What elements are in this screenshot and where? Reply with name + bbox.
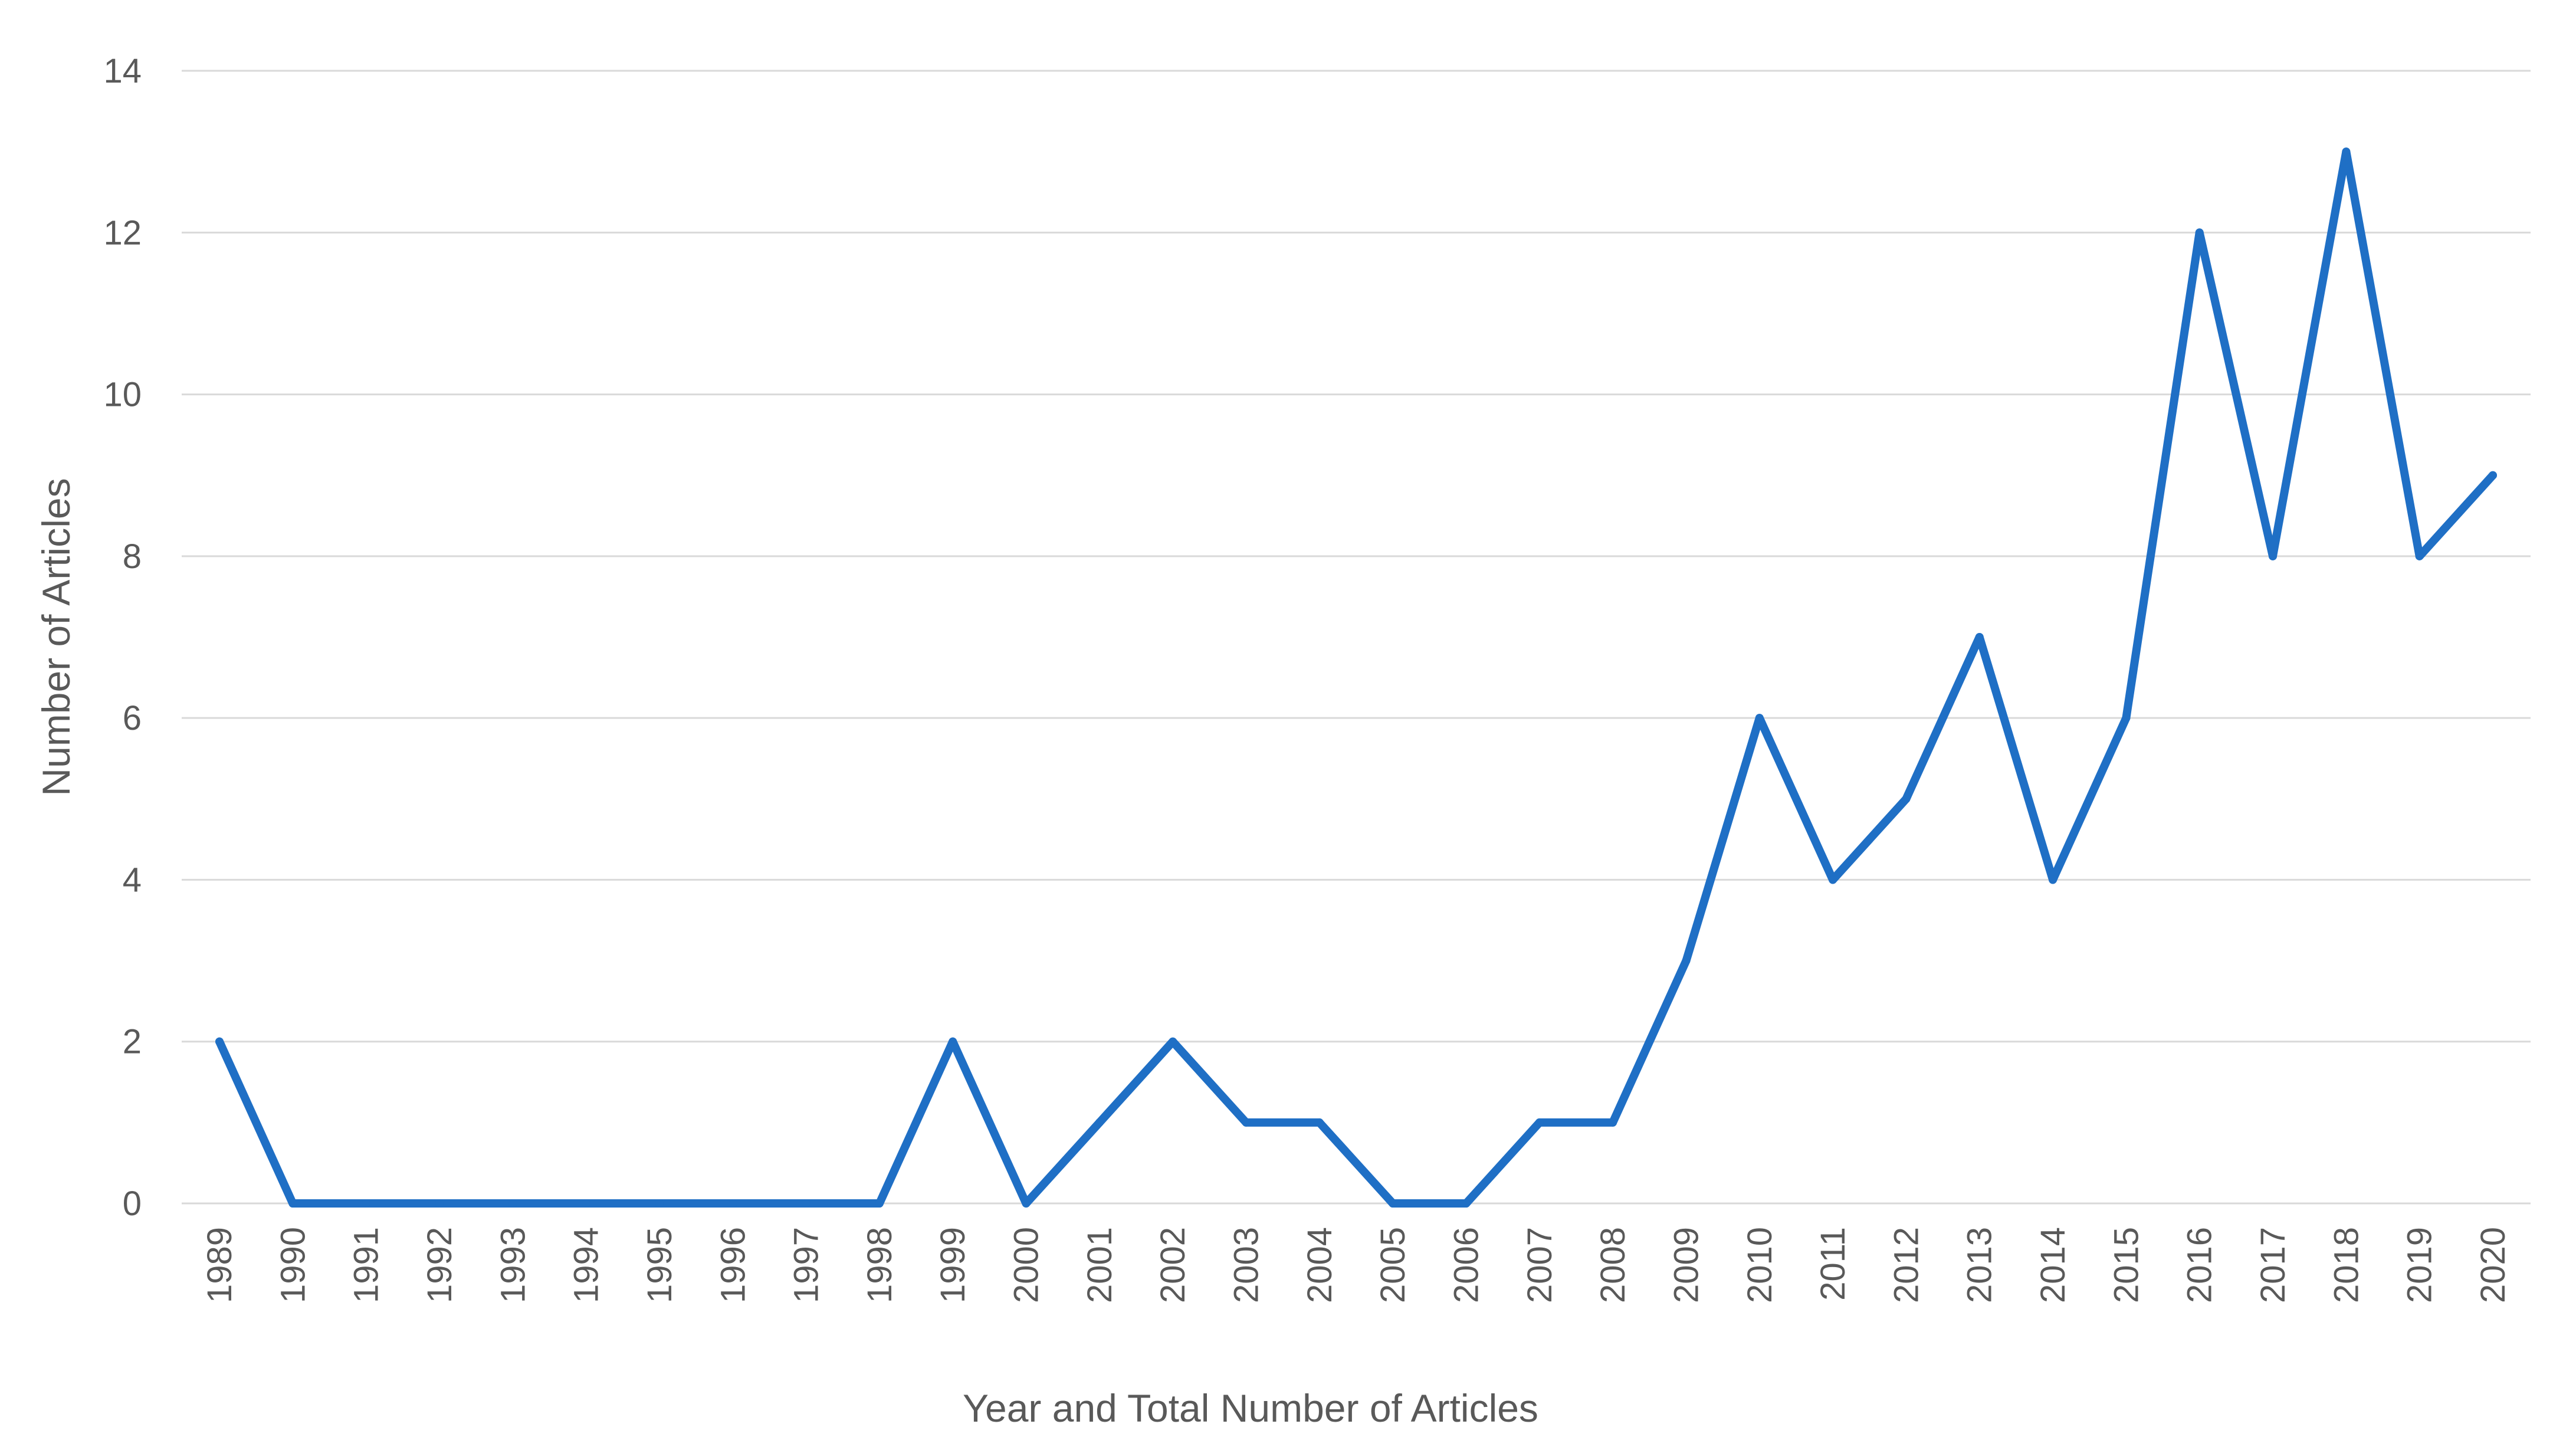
x-tick-label: 2019 (2401, 1227, 2439, 1303)
x-tick-label: 2016 (2181, 1227, 2219, 1303)
data-point (2122, 714, 2131, 723)
data-point (949, 1037, 957, 1046)
data-point (1755, 714, 1764, 723)
data-point (1902, 795, 1911, 803)
x-tick-label: 2001 (1081, 1227, 1119, 1303)
x-tick-label: 1998 (861, 1227, 899, 1303)
data-point (1535, 1118, 1544, 1127)
data-point (1462, 1199, 1471, 1208)
data-point (1095, 1118, 1104, 1127)
data-point (1022, 1199, 1031, 1208)
series-layer (215, 147, 2497, 1208)
x-tick-label: 2011 (1814, 1227, 1852, 1301)
y-tick-label: 2 (123, 1023, 142, 1061)
data-point (875, 1199, 884, 1208)
data-point (1609, 1118, 1617, 1127)
x-tick-label: 2018 (2327, 1227, 2365, 1303)
x-tick-label: 1999 (934, 1227, 972, 1303)
y-tick-label: 0 (123, 1185, 142, 1223)
data-point (288, 1199, 297, 1208)
data-point (802, 1199, 810, 1208)
x-tick-label: 2014 (2034, 1227, 2072, 1303)
x-tick-label: 1993 (494, 1227, 532, 1303)
gridlines (182, 70, 2531, 1205)
x-axis-ticks: 1989 1990 1991 1992 1993 1994 1995 1996 1997 1998… (201, 1227, 2512, 1303)
data-point (1682, 956, 1691, 965)
y-axis-ticks: 0 2 4 6 8 10 12 14 (103, 52, 142, 1223)
x-tick-label: 2012 (1887, 1227, 1925, 1303)
x-tick-label: 2007 (1521, 1227, 1559, 1303)
x-tick-label: 1996 (714, 1227, 752, 1303)
y-tick-label: 8 (123, 537, 142, 576)
data-point (362, 1199, 370, 1208)
x-tick-label: 2005 (1374, 1227, 1412, 1303)
data-point (435, 1199, 444, 1208)
x-tick-label: 1994 (567, 1227, 606, 1303)
data-point (2049, 875, 2057, 884)
x-tick-label: 2013 (1961, 1227, 1999, 1303)
x-tick-label: 2008 (1594, 1227, 1632, 1303)
x-tick-label: 1991 (347, 1227, 386, 1303)
data-point (508, 1199, 517, 1208)
x-axis-title: Year and Total Number of Articles (963, 1386, 1538, 1430)
data-point (729, 1199, 737, 1208)
data-point (2489, 471, 2497, 480)
x-tick-label: 2017 (2254, 1227, 2292, 1303)
data-point (1389, 1199, 1397, 1208)
x-tick-label: 1992 (421, 1227, 459, 1303)
series-line (215, 147, 2497, 1208)
data-point (2195, 228, 2204, 237)
y-tick-label: 14 (103, 52, 142, 90)
x-tick-label: 1997 (787, 1227, 826, 1303)
x-tick-label: 2006 (1447, 1227, 1485, 1303)
x-tick-label: 2002 (1154, 1227, 1192, 1303)
x-tick-label: 1989 (201, 1227, 239, 1303)
y-tick-label: 6 (123, 699, 142, 737)
x-tick-label: 2000 (1008, 1227, 1046, 1303)
data-point (2415, 552, 2424, 560)
x-tick-label: 2009 (1667, 1227, 1705, 1303)
data-point (655, 1199, 664, 1208)
data-point (1169, 1037, 1177, 1046)
data-point (582, 1199, 590, 1208)
x-tick-label: 1995 (641, 1227, 679, 1303)
y-tick-label: 4 (123, 861, 142, 899)
data-point (1242, 1118, 1251, 1127)
y-tick-label: 10 (103, 376, 142, 414)
x-tick-label: 1990 (274, 1227, 312, 1303)
x-tick-label: 2010 (1741, 1227, 1779, 1303)
data-point (215, 1037, 224, 1046)
data-point (1315, 1118, 1324, 1127)
x-tick-label: 2004 (1301, 1227, 1339, 1303)
x-tick-label: 2015 (2107, 1227, 2145, 1303)
x-tick-label: 2003 (1228, 1227, 1266, 1303)
y-tick-label: 12 (103, 214, 142, 252)
data-point (2342, 147, 2351, 156)
data-point (1975, 633, 1984, 641)
y-axis-title: Number of Articles (34, 478, 78, 796)
data-point (1829, 875, 1837, 884)
data-point (2269, 552, 2278, 560)
x-tick-label: 2020 (2474, 1227, 2512, 1303)
